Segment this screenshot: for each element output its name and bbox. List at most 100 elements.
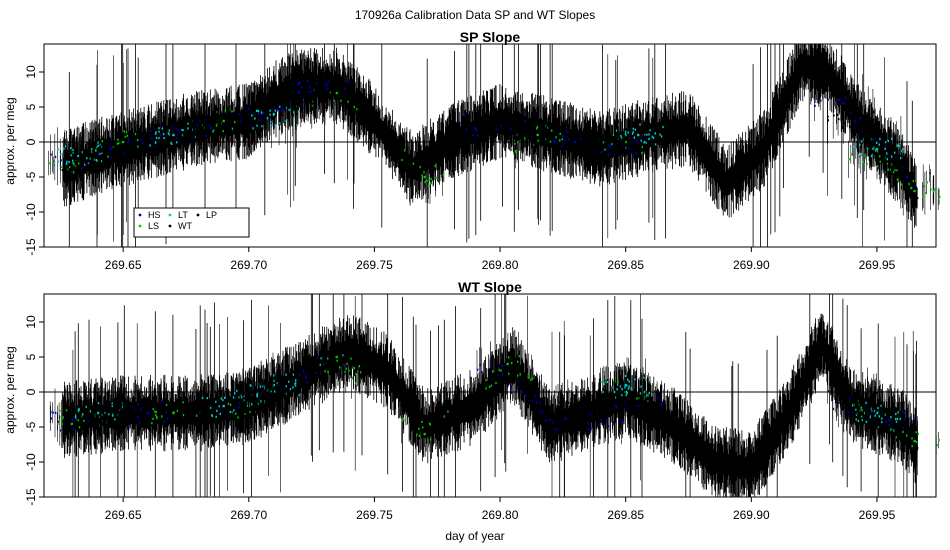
data-point (348, 348, 351, 352)
data-point (762, 147, 766, 151)
data-point (599, 147, 602, 151)
y-tick-label: 10 (24, 65, 38, 79)
data-point (96, 411, 100, 415)
data-point (147, 411, 150, 415)
data-point (222, 404, 225, 408)
x-ticks-sp: 269.65 269.70 269.75 269.80 269.85 269.90 269.… (105, 247, 896, 272)
x-tick-label: 269.85 (607, 508, 644, 522)
data-point (913, 189, 916, 193)
data-point (523, 126, 527, 130)
data-point (820, 341, 823, 345)
data-point (71, 418, 75, 422)
y-tick-label: -10 (24, 453, 38, 471)
data-point (850, 397, 854, 401)
legend-box (133, 207, 250, 238)
data-point (222, 119, 225, 123)
y-tick-label: 0 (24, 138, 38, 145)
x-tick-label: 269.90 (733, 258, 770, 272)
points-lp (75, 90, 878, 161)
chart-suptitle: 170926a Calibration Data SP and WT Slope… (355, 8, 595, 22)
data-point (674, 425, 678, 429)
y-tick-label: -5 (24, 421, 38, 432)
data-point (172, 133, 175, 137)
legend-marker-ls (138, 224, 142, 228)
legend-label-hs: HS (148, 210, 161, 220)
data-point (109, 411, 112, 415)
data-point (209, 126, 213, 130)
legend-marker-lp (196, 213, 200, 217)
data-point (624, 383, 627, 387)
data-point (448, 140, 452, 144)
x-tick-label: 269.65 (105, 508, 142, 522)
data-point (76, 154, 80, 158)
data-point (506, 362, 509, 366)
x-tick-label: 269.80 (482, 258, 519, 272)
data-point (197, 126, 200, 130)
x-ticks-wt: 269.65 269.70 269.75 269.80 269.85 269.90 269.… (105, 497, 896, 522)
plot-frame-wt (43, 293, 937, 498)
data-point (410, 168, 414, 172)
legend-label-lt: LT (178, 210, 188, 220)
legend-marker-wt (168, 224, 172, 228)
legend-label-lp: LP (206, 210, 217, 220)
y-tick-label: -15 (24, 488, 38, 506)
panel-title-wt: WT Slope (458, 279, 522, 295)
legend-marker-hs (138, 213, 142, 217)
data-point (473, 126, 477, 130)
data-point (335, 355, 339, 359)
y-tick-label: -5 (24, 171, 38, 182)
x-tick-label: 269.95 (859, 508, 896, 522)
y-ticks-wt: -15 -10 -5 0 5 10 (24, 315, 44, 506)
data-point (875, 147, 879, 151)
data-point (905, 175, 909, 179)
legend-marker-lt (168, 213, 172, 217)
x-tick-label: 269.65 (105, 258, 142, 272)
data-point (800, 63, 803, 67)
data-point (875, 411, 879, 415)
data-point (687, 126, 690, 130)
panel-title-sp: SP Slope (460, 29, 521, 45)
x-tick-label: 269.75 (356, 508, 393, 522)
data-point (549, 425, 552, 429)
x-axis-label: day of year (445, 529, 504, 543)
data-point (787, 411, 791, 415)
data-point (825, 70, 828, 74)
data-point (172, 411, 175, 415)
data-sp (48, 44, 941, 247)
y-tick-label: 5 (24, 353, 38, 360)
data-point (147, 140, 150, 144)
legend-entries: HS LT LP LS WT (138, 210, 217, 231)
x-tick-label: 269.80 (482, 508, 519, 522)
data-point (423, 425, 427, 429)
y-ticks-sp: -15 -10 -5 0 5 10 (24, 65, 44, 256)
data-point (724, 182, 728, 186)
data-point (385, 369, 389, 373)
data-point (335, 84, 339, 88)
x-tick-label: 269.75 (356, 258, 393, 272)
data-point (96, 147, 100, 151)
data-point (863, 126, 866, 130)
data-point (574, 140, 577, 144)
data-point (913, 439, 916, 443)
y-axis-label-sp: approx. per meg (3, 97, 17, 184)
data-point (712, 460, 715, 464)
plot-frame-sp (43, 43, 937, 248)
data-point (636, 133, 640, 137)
points-lp (85, 387, 878, 425)
y-tick-label: -10 (24, 203, 38, 221)
data-point (260, 397, 263, 401)
data-point (473, 404, 477, 408)
data-point (272, 112, 276, 116)
data-point (636, 404, 640, 408)
y-tick-label: 10 (24, 315, 38, 329)
data-point (915, 196, 919, 200)
panel-wt-slope: WT Slope approx. per meg -15 -10 -5 0 5 10 26… (3, 279, 940, 522)
y-axis-label-wt: approx. per meg (3, 346, 17, 433)
data-point (121, 140, 125, 144)
data-point (310, 98, 313, 102)
data-point (850, 119, 854, 123)
data-point (750, 467, 753, 471)
series-lp (85, 321, 878, 497)
